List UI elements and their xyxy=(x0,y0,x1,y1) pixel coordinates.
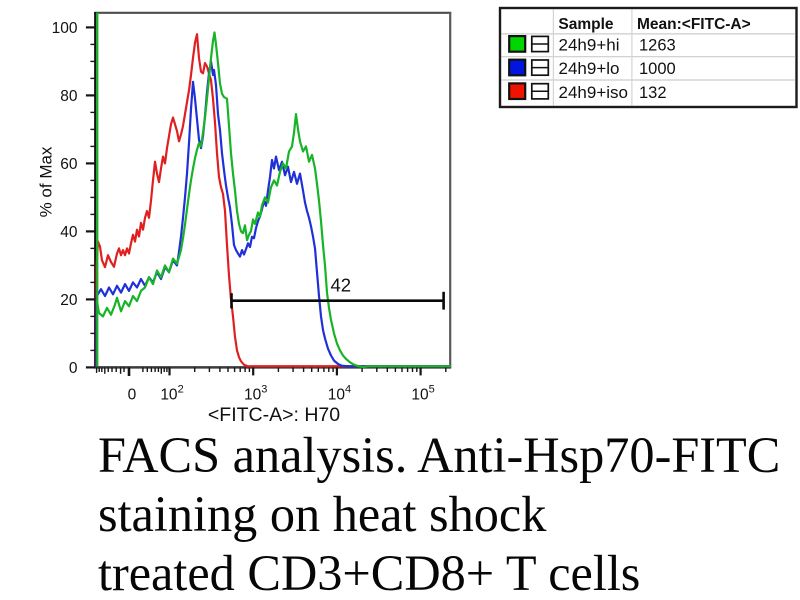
svg-text:1263: 1263 xyxy=(639,37,676,55)
svg-text:80: 80 xyxy=(60,88,78,105)
svg-text:20: 20 xyxy=(60,292,78,309)
svg-text:40: 40 xyxy=(60,224,78,241)
svg-text:100: 100 xyxy=(52,20,78,37)
svg-text:103: 103 xyxy=(244,384,267,404)
svg-text:102: 102 xyxy=(160,384,183,404)
svg-text:1000: 1000 xyxy=(639,60,676,78)
svg-text:105: 105 xyxy=(411,384,434,404)
svg-text:0: 0 xyxy=(128,387,137,404)
svg-text:104: 104 xyxy=(328,384,351,404)
svg-text:<FITC-A>: H70: <FITC-A>: H70 xyxy=(208,404,340,426)
svg-text:% of Max: % of Max xyxy=(37,146,56,217)
svg-text:Mean:<FITC-A>: Mean:<FITC-A> xyxy=(637,16,751,33)
svg-text:132: 132 xyxy=(639,84,667,102)
svg-text:0: 0 xyxy=(69,360,78,377)
svg-text:60: 60 xyxy=(60,156,78,173)
svg-text:24h9+hi: 24h9+hi xyxy=(559,36,620,55)
svg-text:Sample: Sample xyxy=(558,16,614,33)
svg-text:24h9+lo: 24h9+lo xyxy=(559,59,620,78)
svg-text:24h9+iso: 24h9+iso xyxy=(559,83,628,102)
svg-text:42: 42 xyxy=(331,275,352,296)
